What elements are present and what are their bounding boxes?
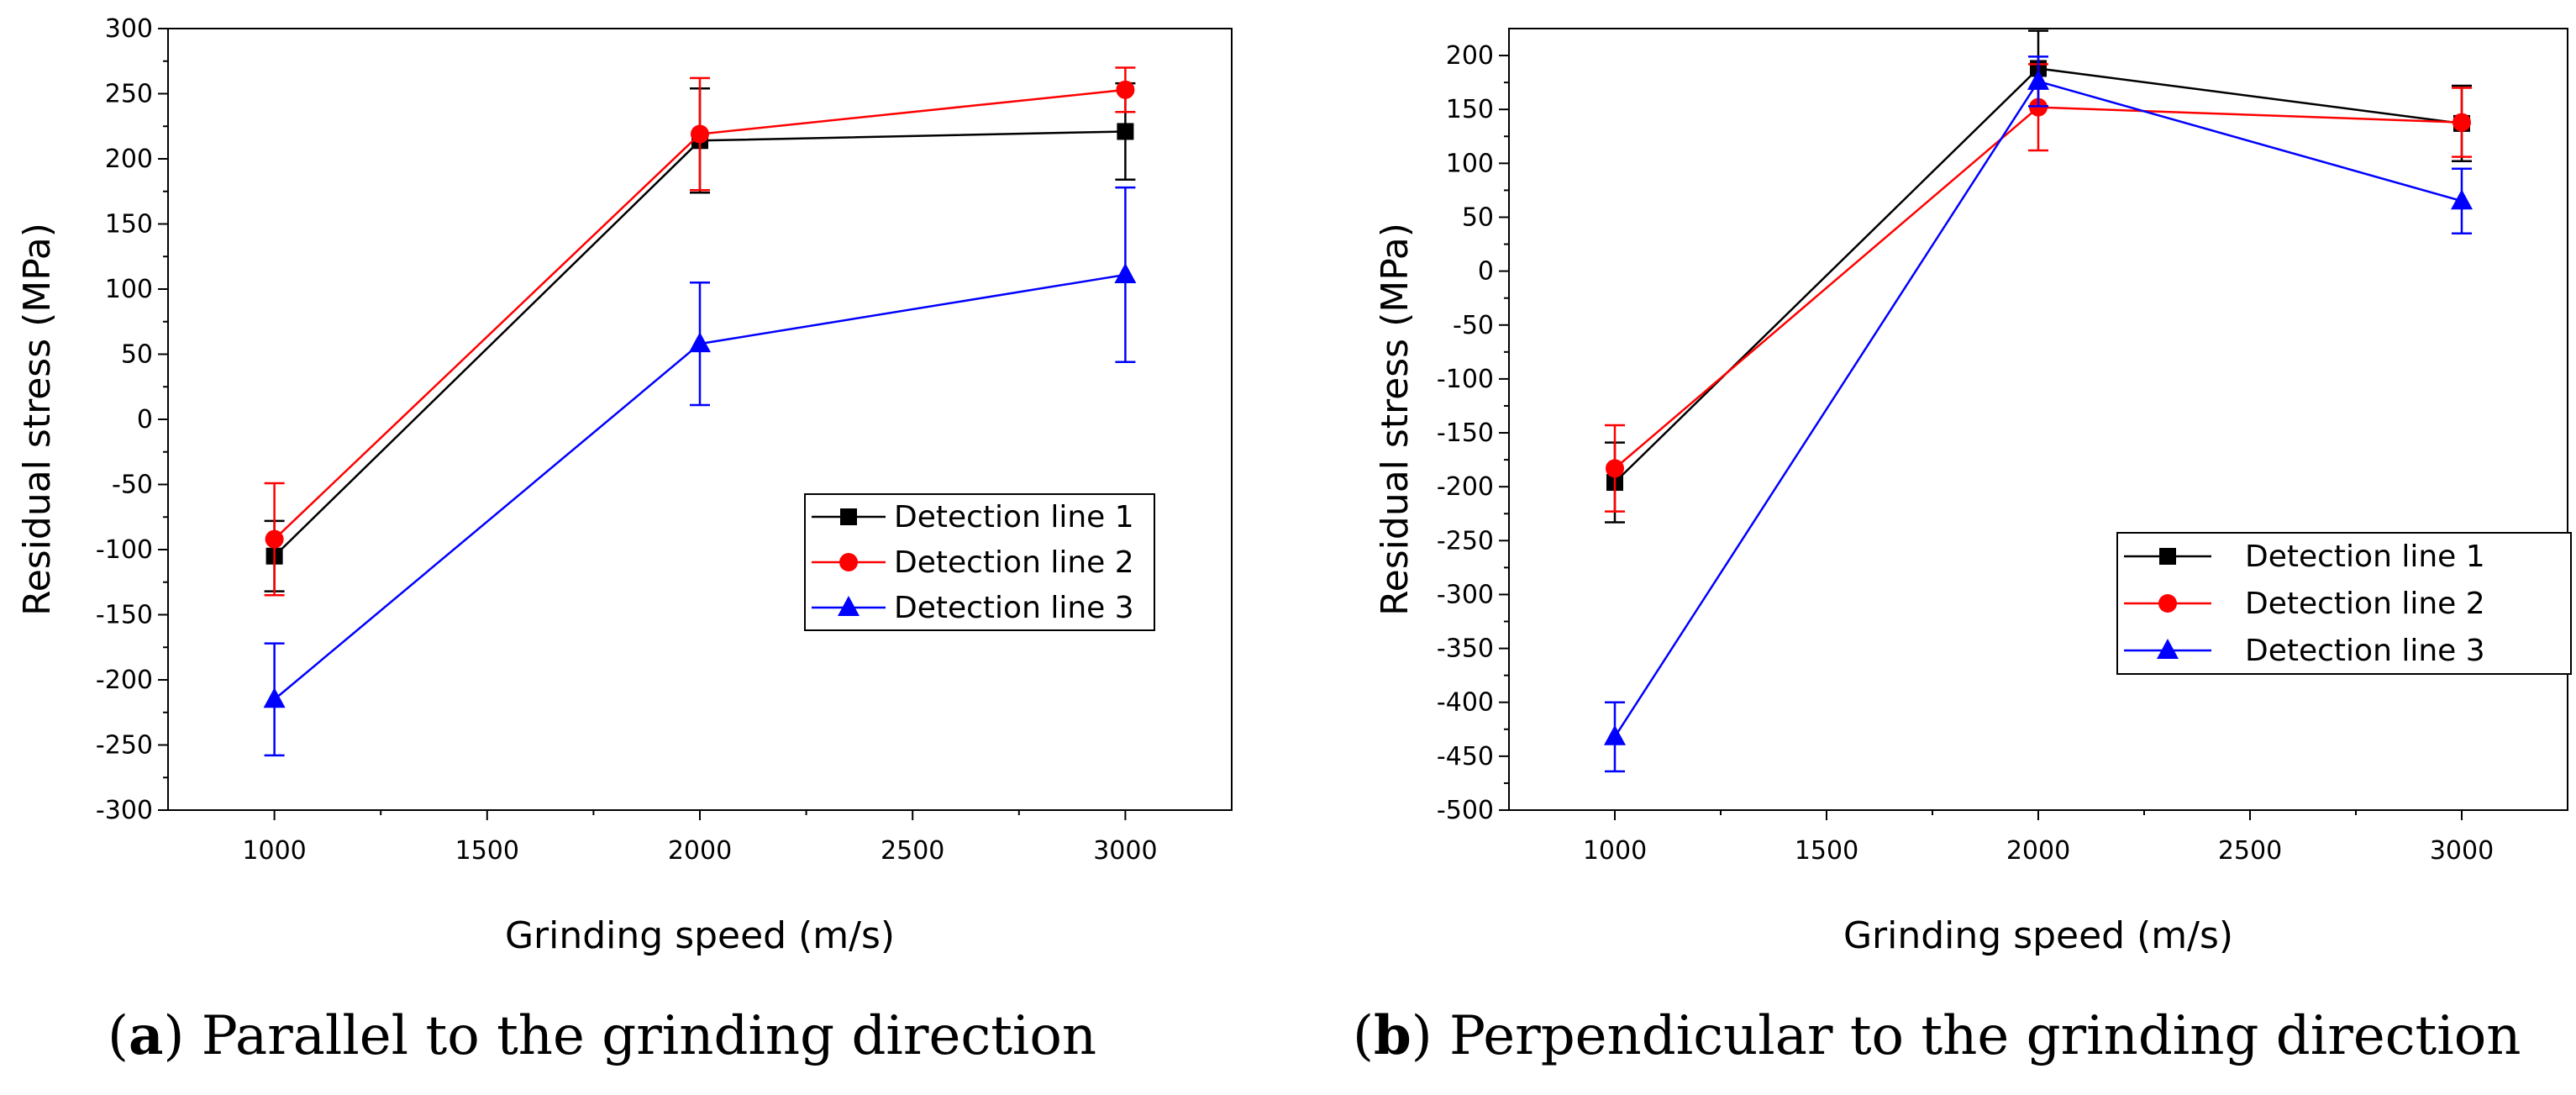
y-tick-label-a: 300 xyxy=(105,14,153,44)
y-tick-label-b: -300 xyxy=(1437,580,1494,609)
y-axis-label-b: Residual stress (MPa) xyxy=(1374,223,1417,616)
x-tick-label-a: 2000 xyxy=(668,836,732,866)
data-point-a-3 xyxy=(689,332,711,353)
x-tick-label-b: 2500 xyxy=(2218,836,2282,866)
y-tick-label-b: -500 xyxy=(1437,796,1494,825)
y-tick-label-a: 50 xyxy=(121,340,153,370)
data-point-b-2 xyxy=(2029,97,2048,117)
y-tick-label-b: -250 xyxy=(1437,526,1494,555)
y-tick-label-b: 200 xyxy=(1446,41,1494,71)
series-line-b-2 xyxy=(1614,106,2463,470)
legend-marker-a-3 xyxy=(838,596,860,616)
data-point-a-1 xyxy=(1117,123,1134,140)
data-point-a-3 xyxy=(263,687,286,708)
y-tick-label-a: -200 xyxy=(96,666,153,695)
legend-marker-b-2 xyxy=(2158,594,2177,613)
caption-b-letter: b xyxy=(1373,1004,1412,1067)
legend-label-b-3: Detection line 3 xyxy=(2245,634,2485,668)
x-axis-label-b: Grinding speed (m/s) xyxy=(1843,914,2233,957)
x-tick-label-a: 1500 xyxy=(455,836,519,866)
data-point-a-2 xyxy=(1116,80,1135,99)
chart-panel-a: -300 -250 -200 -150 -100 -50 0 50 100 150 200 250 30… xyxy=(16,14,1233,957)
y-tick-label-a: 150 xyxy=(105,210,153,240)
y-tick-label-a: -250 xyxy=(96,731,153,761)
y-tick-label-a: 100 xyxy=(105,275,153,304)
data-point-a-3 xyxy=(1114,262,1137,283)
data-point-a-2 xyxy=(265,529,284,549)
x-tick-label-b: 1500 xyxy=(1795,836,1858,866)
y-tick-label-a: -150 xyxy=(96,601,153,630)
data-point-b-2 xyxy=(1606,459,1624,478)
y-tick-label-a: -50 xyxy=(112,471,153,500)
caption-a: (a) Parallel to the grinding direction xyxy=(108,1004,1097,1067)
x-axis-label-a: Grinding speed (m/s) xyxy=(505,914,895,957)
legend-label-a-2: Detection line 2 xyxy=(894,545,1134,580)
legend-label-a-1: Detection line 1 xyxy=(894,500,1134,534)
legend-label-b-1: Detection line 1 xyxy=(2245,540,2485,574)
data-point-b-3 xyxy=(1604,724,1626,745)
caption-b: (b) Perpendicular to the grinding direct… xyxy=(1353,1004,2521,1067)
x-tick-label-b: 2000 xyxy=(2006,836,2070,866)
legend-marker-a-1 xyxy=(840,508,857,525)
y-tick-label-a: 250 xyxy=(105,80,153,109)
y-axis-label-a: Residual stress (MPa) xyxy=(16,223,59,616)
y-tick-label-b: -450 xyxy=(1437,742,1494,771)
x-tick-label-a: 3000 xyxy=(1093,836,1157,866)
y-tick-label-b: 50 xyxy=(1462,203,1494,232)
y-tick-label-b: -100 xyxy=(1437,365,1494,394)
caption-a-text: Parallel to the grinding direction xyxy=(201,1005,1097,1067)
legend-marker-b-3 xyxy=(2157,639,2179,659)
y-tick-label-a: 0 xyxy=(137,405,153,434)
x-tick-label-b: 1000 xyxy=(1583,836,1647,866)
y-tick-label-a: 200 xyxy=(105,145,153,174)
x-tick-label-a: 1000 xyxy=(242,836,306,866)
y-tick-label-b: 0 xyxy=(1478,257,1494,287)
y-tick-label-b: 100 xyxy=(1446,149,1494,178)
chart-panel-b: -500-450-400-350-300-250-200-150-100-500… xyxy=(1374,28,2572,957)
legend-label-a-3: Detection line 3 xyxy=(894,591,1134,625)
y-tick-label-b: 150 xyxy=(1446,95,1494,124)
data-point-a-2 xyxy=(691,124,709,144)
y-tick-label-b: -150 xyxy=(1437,419,1494,448)
y-tick-label-b: -350 xyxy=(1437,634,1494,664)
caption-b-text: Perpendicular to the grinding direction xyxy=(1449,1005,2521,1067)
y-tick-label-a: -300 xyxy=(96,796,153,825)
y-tick-label-b: -400 xyxy=(1437,688,1494,718)
legend-label-b-2: Detection line 2 xyxy=(2245,587,2485,621)
y-tick-label-b: -200 xyxy=(1437,472,1494,502)
data-point-b-3 xyxy=(2027,69,2049,90)
legend-marker-a-2 xyxy=(839,553,858,571)
data-point-b-2 xyxy=(2452,113,2471,132)
data-point-b-3 xyxy=(2451,189,2473,210)
y-tick-label-a: -100 xyxy=(96,535,153,565)
caption-a-letter: a xyxy=(128,1004,164,1067)
legend-marker-b-1 xyxy=(2159,548,2176,565)
y-tick-label-b: -50 xyxy=(1453,311,1494,340)
x-tick-label-b: 3000 xyxy=(2430,836,2494,866)
x-tick-label-a: 2500 xyxy=(881,836,944,866)
